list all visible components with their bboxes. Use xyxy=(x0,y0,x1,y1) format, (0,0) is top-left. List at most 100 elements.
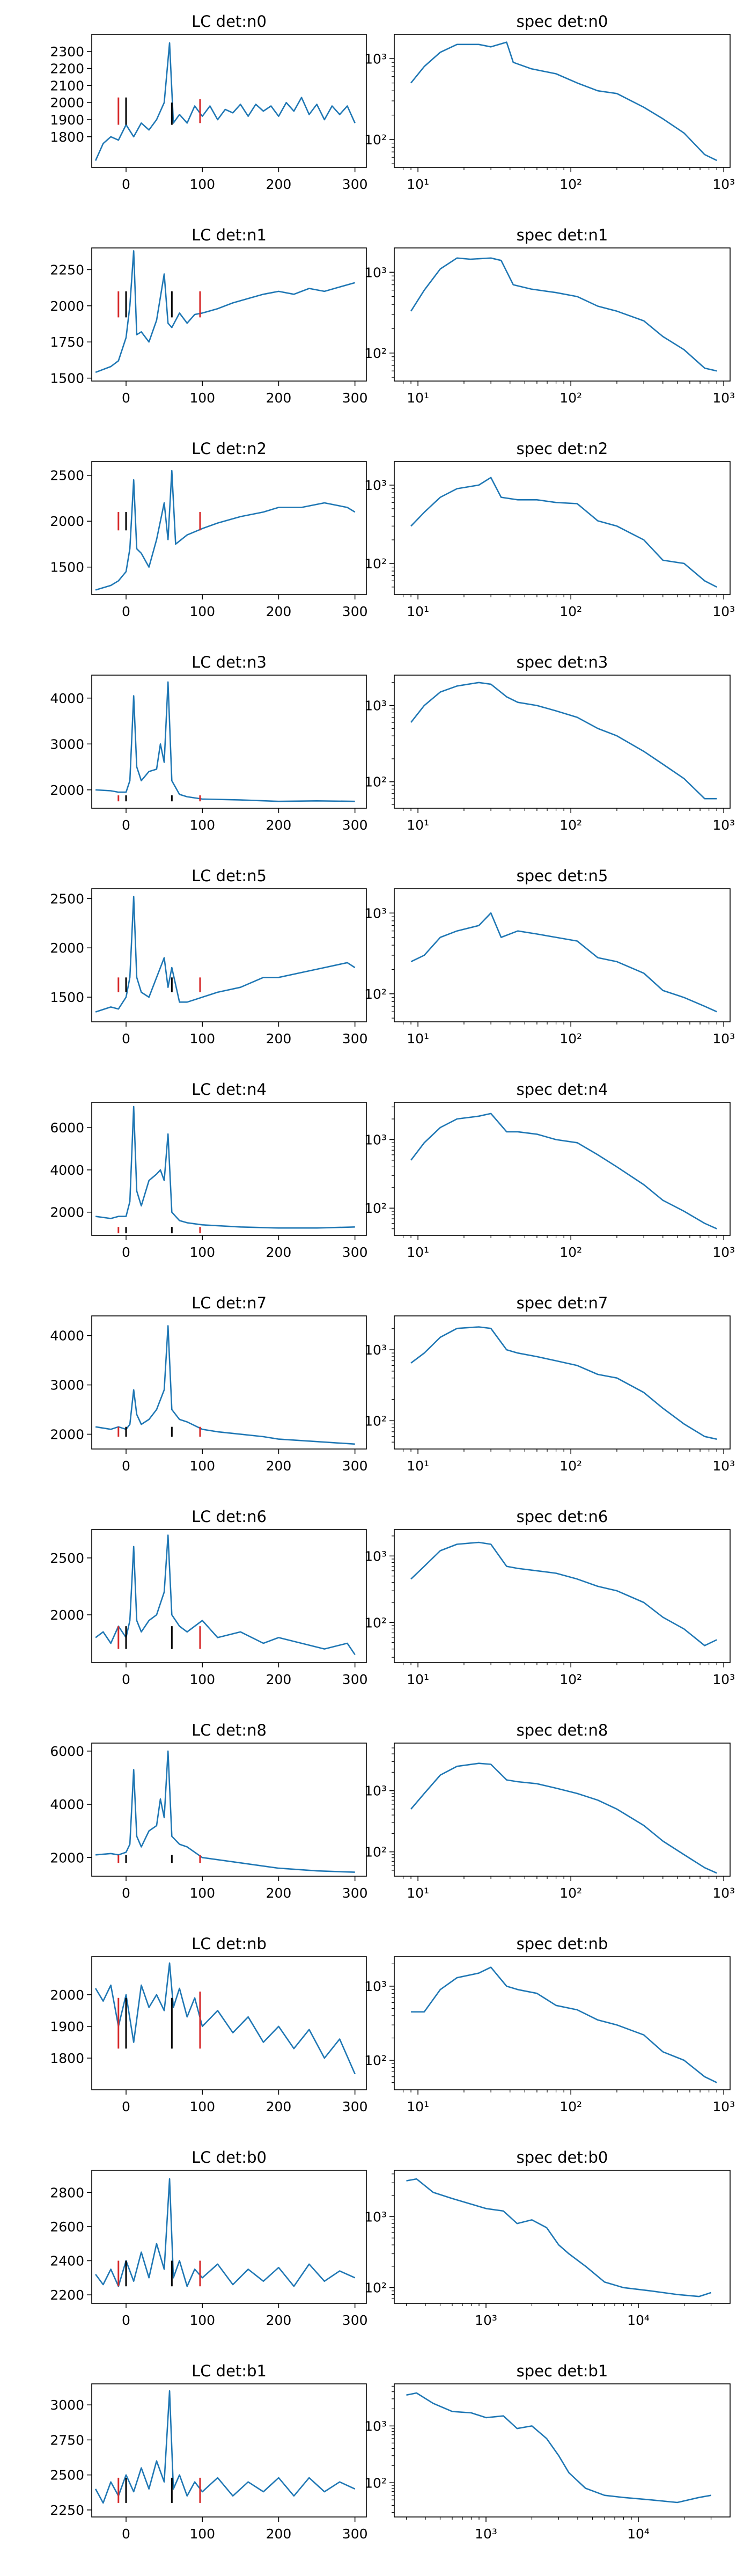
y-tick-label: 2750 xyxy=(50,2432,84,2448)
series-line xyxy=(406,2178,711,2297)
x-tick-label: 10² xyxy=(559,817,582,833)
subplot-lc-det-n2: LC det:n2 0 100 200 300 1500 2000 2500 xyxy=(50,440,367,619)
subplot-spec-det-n6: spec det:n6 10¹ 10² 10³ 10² 10³ xyxy=(364,1507,735,1687)
y-tick-label: 3000 xyxy=(50,1378,84,1393)
x-tick-label: 100 xyxy=(189,2099,215,2114)
y-tick-label: 2500 xyxy=(50,1550,84,1566)
axes-frame xyxy=(91,461,367,595)
subplot-lc-det-b0: LC det:b0 0 100 200 300 2200 2400 2600 2800 xyxy=(50,2148,367,2328)
series-line xyxy=(95,1106,355,1229)
y-tick-label: 4000 xyxy=(50,1797,84,1812)
x-tick-label: 10³ xyxy=(712,1885,735,1901)
chart-title: LC det:n8 xyxy=(192,1721,267,1739)
x-tick-label: 10¹ xyxy=(407,390,429,406)
x-tick-label: 10¹ xyxy=(407,1458,429,1474)
x-tick-label: 100 xyxy=(189,177,215,192)
chart-title: spec det:n8 xyxy=(517,1721,608,1739)
x-tick-label: 10¹ xyxy=(407,177,429,192)
x-tick-label: 10² xyxy=(559,1245,582,1260)
x-tick-label: 200 xyxy=(266,1458,292,1474)
y-tick-label: 10² xyxy=(364,1201,387,1216)
y-tick-label: 2250 xyxy=(50,2502,84,2518)
series-line xyxy=(410,1762,717,1874)
axes-frame xyxy=(91,34,367,168)
y-tick-label: 10² xyxy=(364,556,387,572)
y-tick-label: 10² xyxy=(364,2053,387,2068)
y-tick-label: 2200 xyxy=(50,2287,84,2303)
x-tick-label: 0 xyxy=(122,2099,130,2114)
axes-frame xyxy=(91,1315,367,1450)
chart-title: LC det:n1 xyxy=(192,226,267,244)
subplot-spec-det-nb: spec det:nb 10¹ 10² 10³ 10² 10³ xyxy=(364,1935,735,2114)
x-tick-label: 10² xyxy=(559,177,582,192)
chart-title: spec det:nb xyxy=(517,1935,608,1953)
y-tick-label: 2000 xyxy=(50,95,84,111)
y-tick-label: 3000 xyxy=(50,736,84,752)
x-tick-label: 10⁴ xyxy=(627,2526,650,2542)
axes-frame xyxy=(91,2170,367,2304)
chart-title: spec det:n1 xyxy=(517,226,608,244)
y-tick-label: 10³ xyxy=(364,51,387,67)
subplot-spec-det-n2: spec det:n2 10¹ 10² 10³ 10² 10³ xyxy=(364,440,735,619)
y-tick-label: 4000 xyxy=(50,1328,84,1344)
series-line xyxy=(410,682,717,800)
y-tick-label: 2250 xyxy=(50,262,84,277)
x-tick-label: 10¹ xyxy=(407,1245,429,1260)
series-line xyxy=(410,477,717,588)
y-tick-label: 6000 xyxy=(50,1120,84,1136)
y-tick-label: 6000 xyxy=(50,1744,84,1759)
series-line xyxy=(94,1962,356,2075)
axes-frame xyxy=(394,1529,731,1663)
axes-frame xyxy=(394,247,731,382)
subplot-spec-det-n8: spec det:n8 10¹ 10² 10³ 10² 10³ xyxy=(364,1721,735,1901)
y-tick-label: 2500 xyxy=(50,2468,84,2483)
x-tick-label: 0 xyxy=(122,2526,130,2542)
series-line xyxy=(411,1966,717,2083)
y-tick-label: 10² xyxy=(364,986,387,1002)
y-tick-label: 2500 xyxy=(50,468,84,484)
y-tick-label: 10² xyxy=(364,346,387,361)
x-tick-label: 10² xyxy=(559,2099,582,2114)
subplot-lc-det-n4: LC det:n4 0 100 200 300 2000 4000 6000 xyxy=(50,1080,367,1260)
x-tick-label: 10¹ xyxy=(407,604,429,619)
y-tick-label: 10³ xyxy=(364,1783,387,1799)
x-tick-label: 100 xyxy=(189,1885,215,1901)
x-tick-label: 0 xyxy=(122,817,130,833)
axes-frame xyxy=(394,1315,731,1450)
x-tick-label: 300 xyxy=(342,1245,368,1260)
y-tick-label: 2000 xyxy=(50,1426,84,1442)
y-tick-label: 10² xyxy=(364,2280,387,2296)
y-tick-label: 10² xyxy=(364,1615,387,1630)
subplot-lc-det-n6: LC det:n6 0 100 200 300 2000 2500 xyxy=(50,1507,367,1687)
axes-frame xyxy=(91,675,367,809)
x-tick-label: 0 xyxy=(122,177,130,192)
x-tick-label: 300 xyxy=(342,1672,368,1687)
chart-title: spec det:n3 xyxy=(517,653,608,671)
y-tick-label: 2100 xyxy=(50,78,84,93)
chart-title: LC det:n2 xyxy=(192,440,267,458)
axes-frame xyxy=(394,2170,731,2304)
x-tick-label: 10³ xyxy=(475,2526,497,2542)
chart-title: LC det:n3 xyxy=(192,653,267,671)
y-tick-label: 1900 xyxy=(50,2019,84,2035)
y-tick-label: 10³ xyxy=(364,1132,387,1147)
x-tick-label: 10² xyxy=(559,1031,582,1046)
x-tick-label: 200 xyxy=(266,1672,292,1687)
x-tick-label: 10² xyxy=(559,604,582,619)
x-tick-label: 200 xyxy=(266,1245,292,1260)
chart-title: LC det:b1 xyxy=(192,2362,267,2380)
x-tick-label: 10³ xyxy=(712,1245,735,1260)
x-tick-label: 300 xyxy=(342,1458,368,1474)
subplot-spec-det-n1: spec det:n1 10¹ 10² 10³ 10² 10³ xyxy=(364,226,735,406)
subplot-spec-det-b0: spec det:b0 10³ 10⁴ 10² 10³ xyxy=(364,2148,731,2328)
axes-frame xyxy=(394,461,731,595)
axes-frame xyxy=(394,1956,731,2090)
chart-title: LC det:nb xyxy=(192,1935,267,1953)
axes-frame xyxy=(394,2383,731,2518)
y-tick-label: 10³ xyxy=(364,905,387,921)
series-line xyxy=(95,1534,356,1655)
axes-frame xyxy=(394,888,731,1022)
y-tick-label: 10² xyxy=(364,2475,387,2491)
y-tick-label: 2000 xyxy=(50,1987,84,2003)
